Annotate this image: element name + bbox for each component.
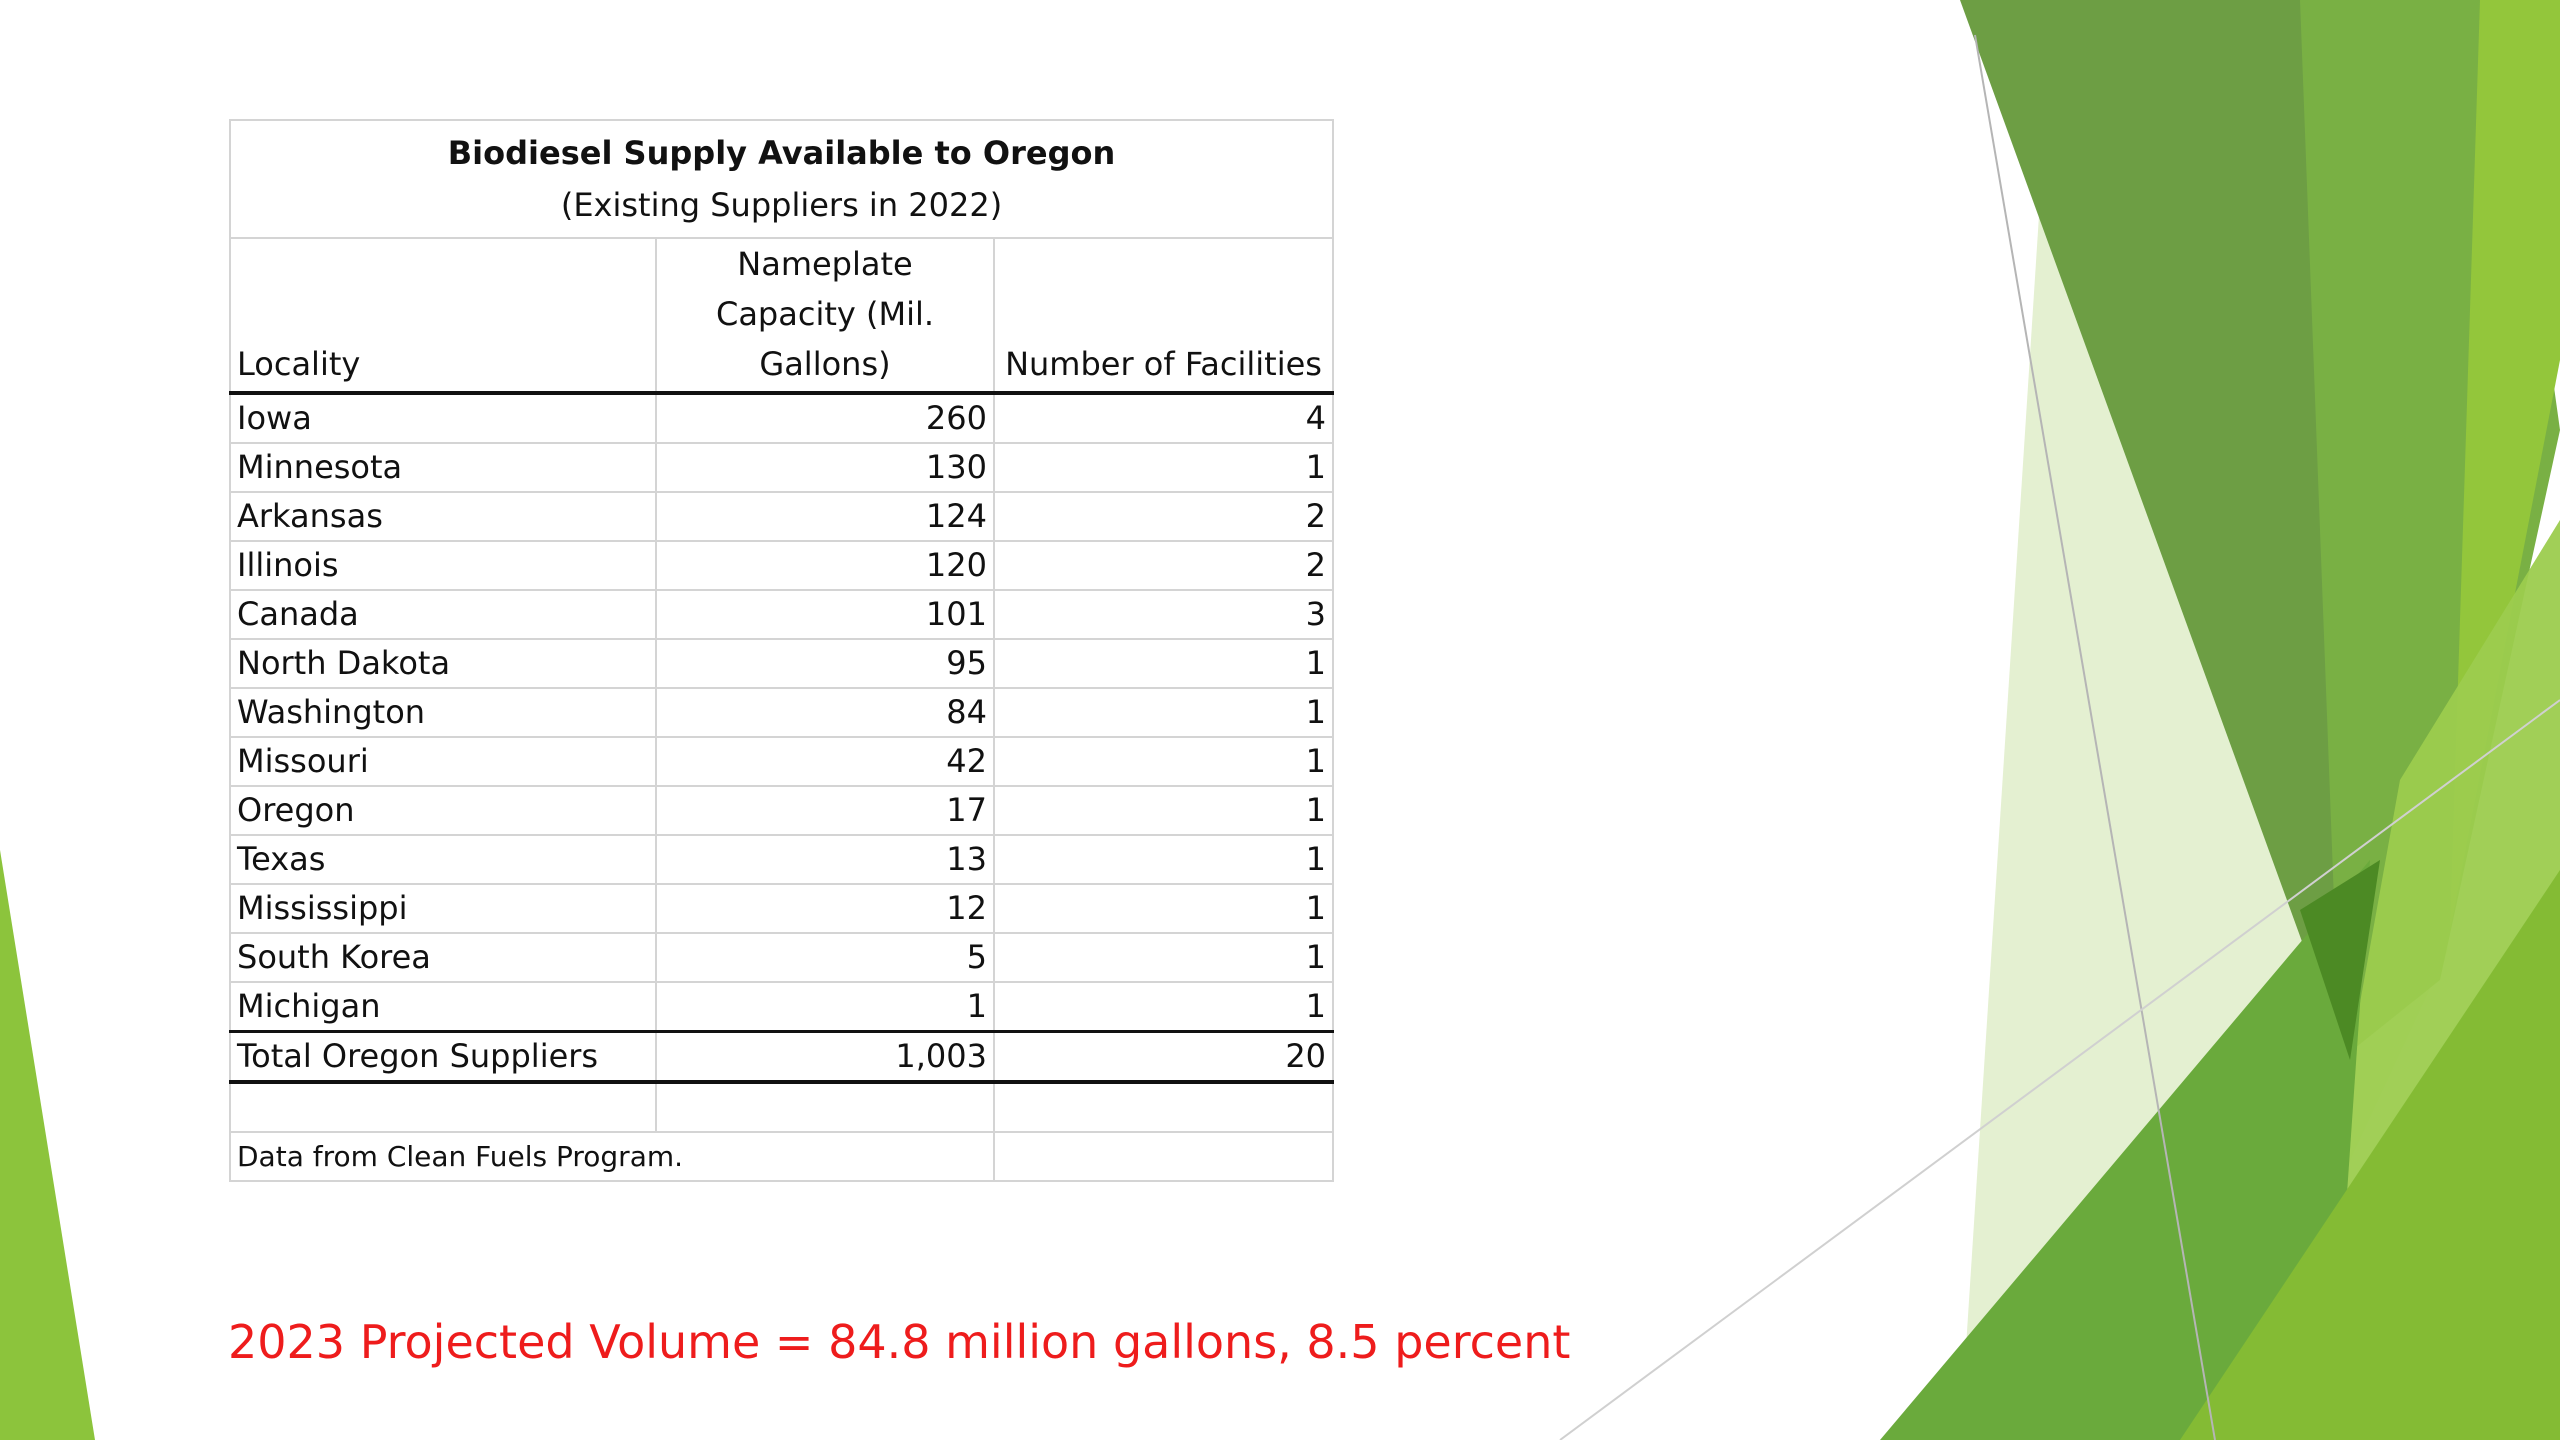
left-green-shape bbox=[0, 850, 95, 1440]
cell-facilities: 1 bbox=[992, 442, 1335, 493]
cell-facilities: 1 bbox=[992, 981, 1335, 1033]
cell-facilities: 1 bbox=[992, 785, 1335, 836]
cell-capacity: 12 bbox=[655, 883, 995, 934]
cell-capacity: 124 bbox=[655, 491, 995, 542]
table-row: Missouri 42 1 bbox=[229, 736, 1335, 787]
table-row: Iowa 260 4 bbox=[229, 392, 1335, 444]
cell-locality: Canada bbox=[229, 589, 657, 640]
cell-locality: Iowa bbox=[229, 392, 657, 444]
table-row: South Korea 5 1 bbox=[229, 932, 1335, 983]
header-capacity: Nameplate Capacity (Mil. Gallons) bbox=[655, 237, 995, 395]
cell-locality: Minnesota bbox=[229, 442, 657, 493]
cell-capacity: 130 bbox=[655, 442, 995, 493]
cell-facilities: 2 bbox=[992, 540, 1335, 591]
cell-locality: Illinois bbox=[229, 540, 657, 591]
bottom-right-green-shape bbox=[2180, 870, 2560, 1440]
cell-capacity: 120 bbox=[655, 540, 995, 591]
cell-locality: Washington bbox=[229, 687, 657, 738]
bottom-green-shape bbox=[1880, 860, 2370, 1440]
table-row: Mississippi 12 1 bbox=[229, 883, 1335, 934]
cell-capacity: 95 bbox=[655, 638, 995, 689]
cell-locality: Arkansas bbox=[229, 491, 657, 542]
table-title: Biodiesel Supply Available to Oregon bbox=[447, 134, 1116, 172]
cell-capacity: 5 bbox=[655, 932, 995, 983]
empty-cell bbox=[992, 1131, 1335, 1182]
cell-locality: Michigan bbox=[229, 981, 657, 1033]
total-locality: Total Oregon Suppliers bbox=[229, 1030, 657, 1084]
cell-facilities: 1 bbox=[992, 687, 1335, 738]
cell-capacity: 84 bbox=[655, 687, 995, 738]
cell-capacity: 13 bbox=[655, 834, 995, 885]
table-row: Texas 13 1 bbox=[229, 834, 1335, 885]
table-row: Oregon 17 1 bbox=[229, 785, 1335, 836]
table-row: Canada 101 3 bbox=[229, 589, 1335, 640]
table-row: North Dakota 95 1 bbox=[229, 638, 1335, 689]
table-header-row: Locality Nameplate Capacity (Mil. Gallon… bbox=[229, 237, 1335, 395]
table-row: Arkansas 124 2 bbox=[229, 491, 1335, 542]
cell-locality: Oregon bbox=[229, 785, 657, 836]
cell-capacity: 42 bbox=[655, 736, 995, 787]
cell-facilities: 1 bbox=[992, 736, 1335, 787]
cell-facilities: 1 bbox=[992, 932, 1335, 983]
cell-locality: Missouri bbox=[229, 736, 657, 787]
header-locality: Locality bbox=[229, 237, 657, 395]
cell-locality: Texas bbox=[229, 834, 657, 885]
table-row: Minnesota 130 1 bbox=[229, 442, 1335, 493]
header-facilities: Number of Facilities bbox=[992, 237, 1335, 395]
supply-table: Biodiesel Supply Available to Oregon (Ex… bbox=[228, 119, 1335, 1182]
cell-facilities: 1 bbox=[992, 883, 1335, 934]
cell-facilities: 1 bbox=[992, 834, 1335, 885]
table-row: Michigan 1 1 bbox=[229, 981, 1335, 1033]
empty-cell bbox=[229, 1081, 657, 1133]
table-empty-row bbox=[229, 1081, 1335, 1133]
cell-capacity: 101 bbox=[655, 589, 995, 640]
cell-capacity: 1 bbox=[655, 981, 995, 1033]
cell-locality: South Korea bbox=[229, 932, 657, 983]
table-title-row: Biodiesel Supply Available to Oregon (Ex… bbox=[228, 119, 1335, 239]
thin-line-2 bbox=[1559, 699, 2560, 1440]
right-dark-green-shape bbox=[1960, 0, 2380, 1060]
table-row: Illinois 120 2 bbox=[229, 540, 1335, 591]
cell-facilities: 4 bbox=[992, 392, 1335, 444]
cell-facilities: 1 bbox=[992, 638, 1335, 689]
total-facilities: 20 bbox=[992, 1030, 1335, 1084]
table-subtitle: (Existing Suppliers in 2022) bbox=[560, 186, 1003, 224]
cell-facilities: 2 bbox=[992, 491, 1335, 542]
table-total-row: Total Oregon Suppliers 1,003 20 bbox=[229, 1030, 1335, 1084]
empty-cell bbox=[992, 1081, 1335, 1133]
total-capacity: 1,003 bbox=[655, 1030, 995, 1084]
cell-locality: North Dakota bbox=[229, 638, 657, 689]
table-note-row: Data from Clean Fuels Program. bbox=[229, 1131, 1335, 1182]
cell-capacity: 260 bbox=[655, 392, 995, 444]
thin-line-1 bbox=[1974, 34, 2216, 1440]
cell-locality: Mississippi bbox=[229, 883, 657, 934]
bottom-dark-accent bbox=[2300, 860, 2380, 1060]
table-title-cell: Biodiesel Supply Available to Oregon (Ex… bbox=[228, 119, 1335, 239]
cell-facilities: 3 bbox=[992, 589, 1335, 640]
cell-capacity: 17 bbox=[655, 785, 995, 836]
empty-cell bbox=[655, 1081, 995, 1133]
supply-table-container: Biodiesel Supply Available to Oregon (Ex… bbox=[228, 119, 1335, 1182]
projected-volume-text: 2023 Projected Volume = 84.8 million gal… bbox=[228, 1315, 1571, 1369]
table-source-note: Data from Clean Fuels Program. bbox=[229, 1131, 995, 1182]
table-row: Washington 84 1 bbox=[229, 687, 1335, 738]
